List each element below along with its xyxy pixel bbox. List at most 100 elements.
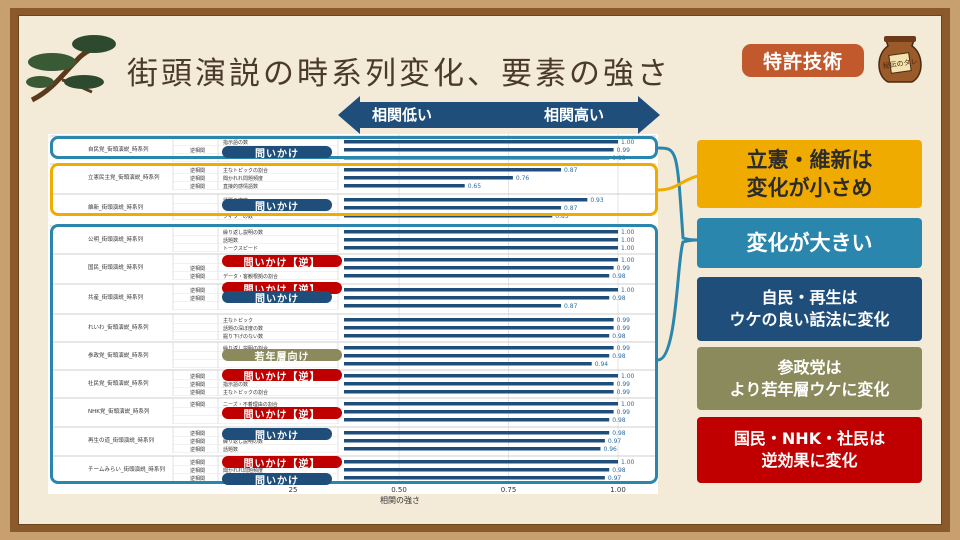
direction-label: 逆相関 [190,446,205,453]
callout-line: 変化が小さめ [746,176,873,200]
group-label: 社民党_街頭演説_時系列 [88,379,149,387]
feature-label: 繰り返し説明の割合 [223,345,268,352]
patent-badge: 特許技術 [742,44,864,77]
feature-label: 主なトピックの割合 [223,167,268,174]
direction-label: 逆相関 [190,401,205,408]
group-label: 国民_街頭演説_時系列 [88,263,144,271]
annotation-pill: 問いかけ [222,146,332,160]
direction-label: 逆相関 [190,467,205,474]
value-label: 0.99 [617,325,631,332]
feature-label: トークスピード [223,246,258,252]
value-label: 0.93 [590,197,604,204]
arrow-high-label: 相関高い [544,106,605,124]
bar [344,468,610,472]
bar [344,346,614,350]
direction-label: 逆相関 [190,183,205,190]
annotation-pill: 問いかけ [222,428,332,442]
value-label: 0.99 [617,381,631,388]
value-label: 0.99 [617,147,631,154]
x-tick-label: 0.75 [501,486,517,494]
annotation-pill: 問いかけ【逆】 [222,369,342,383]
bar [344,238,618,242]
value-label: 1.00 [621,237,635,244]
cdp-ishin-highlight-box [50,163,658,216]
direction-label: 逆相関 [190,459,205,466]
bar [344,246,618,250]
callout-large-change: 変化が大きい [697,218,922,268]
direction-label: 逆相関 [190,389,205,396]
value-label: 0.98 [612,353,626,360]
direction-label: 逆相関 [190,147,205,154]
feature-label: フィラーの数 [223,213,253,220]
callout-line: 国民・NHK・社民は [733,429,886,449]
bar [344,382,614,386]
callout-reverse-effect: 国民・NHK・社民は 逆効果に変化 [697,417,922,483]
value-label: 0.85 [555,213,569,220]
value-label: 1.00 [621,287,635,294]
value-label: 0.87 [564,167,578,174]
bar [344,334,610,338]
bar [344,318,614,322]
bar [344,304,562,308]
feature-label: 繰り返し説明の数 [223,229,263,236]
direction-label: 逆相関 [190,287,205,294]
annotation-pill: 問いかけ【逆】 [222,456,342,470]
x-tick-label: 25 [289,486,298,494]
feature-label: 話題数 [223,446,238,453]
callout-ldp-saisei: 自民・再生は ウケの良い話法に変化 [697,277,922,341]
group-label: 共産_街頭演説_時系列 [88,293,144,301]
x-tick-label: 1.00 [610,486,626,494]
direction-label: 逆相関 [190,381,205,388]
value-label: 0.98 [612,417,626,424]
group-label: NHK党_街頭演説_時系列 [88,407,150,415]
callout-line: 立憲・維新は [746,147,873,172]
feature-label: 直接的感情語数 [223,183,258,190]
value-label: 0.99 [617,265,631,272]
feature-label: 聞かれれ問題頻度 [223,175,263,182]
callout-line: 逆効果に変化 [761,451,858,470]
callout-small-change: 立憲・維新は 変化が小さめ [697,140,922,208]
value-label: 1.00 [621,139,635,146]
bar [344,439,605,443]
bar [344,460,618,464]
direction-label: 逆相関 [190,430,205,437]
value-label: 0.98 [612,467,626,474]
bar [344,326,614,330]
bar [344,296,610,300]
direction-label: 逆相関 [190,295,205,302]
callout-line: 自民・再生は [761,288,858,308]
x-axis-label: 相関の強さ [380,496,420,505]
annotation-pill: 問いかけ [222,199,332,213]
feature-label: 指示語の数 [223,381,248,388]
annotation-pill: 問いかけ [222,291,332,305]
group-label: 再生の道_街頭演説_時系列 [88,436,155,444]
bar [344,431,610,435]
value-label: 0.99 [617,389,631,396]
value-label: 0.94 [595,361,609,368]
bar [344,168,562,172]
value-label: 0.87 [564,205,578,212]
group-label: れいわ_街頭演説_時系列 [88,323,149,331]
group-label: 維新_街頭演説_時系列 [88,203,144,211]
value-label: 0.76 [516,175,530,182]
feature-label: データ・客観根拠の割合 [223,273,278,280]
group-label: 立憲民主党_街頭演説_時系列 [88,173,160,181]
bar [344,410,614,414]
bar [344,418,610,422]
bar [344,362,592,366]
value-label: 0.65 [468,183,482,190]
value-label: 0.99 [617,409,631,416]
bar [344,184,465,188]
value-label: 1.00 [621,373,635,380]
bar [344,288,618,292]
value-label: 0.98 [612,295,626,302]
value-label: 1.00 [621,401,635,408]
bar [344,258,618,262]
value-label: 0.87 [564,303,578,310]
annotation-pill: 若年層向け [222,349,342,363]
group-label: 自民党_街頭演説_時系列 [88,145,149,153]
value-label: 0.99 [617,317,631,324]
value-label: 1.00 [621,257,635,264]
value-label: 1.00 [621,459,635,466]
value-label: 1.00 [621,245,635,252]
